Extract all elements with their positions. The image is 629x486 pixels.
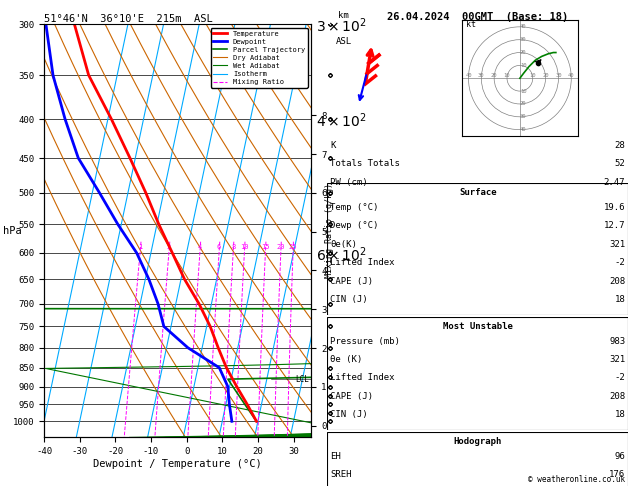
Text: 321: 321 [609,240,625,249]
Text: 983: 983 [609,336,625,346]
Text: © weatheronline.co.uk: © weatheronline.co.uk [528,474,625,484]
Text: 2: 2 [167,244,171,250]
Text: Mixing Ratio (g/kg): Mixing Ratio (g/kg) [325,183,334,278]
Text: 28: 28 [615,141,625,150]
Text: Surface: Surface [459,188,496,197]
Text: CIN (J): CIN (J) [330,410,368,419]
Text: hPa: hPa [3,226,21,236]
Text: CAPE (J): CAPE (J) [330,277,373,286]
Text: LCL: LCL [296,375,309,383]
Text: CIN (J): CIN (J) [330,295,368,304]
Text: 10: 10 [520,88,526,94]
Text: Hodograph: Hodograph [454,437,502,446]
Text: 18: 18 [615,410,625,419]
Text: θe (K): θe (K) [330,355,362,364]
Text: km: km [338,11,349,20]
Text: 19.6: 19.6 [604,203,625,212]
Text: PW (cm): PW (cm) [330,178,368,187]
Text: 10: 10 [504,73,510,78]
Text: 15: 15 [261,244,270,250]
Text: SREH: SREH [330,470,352,479]
Text: 20: 20 [542,73,549,78]
Text: 30: 30 [520,114,526,119]
Text: 20: 20 [491,73,498,78]
Text: 321: 321 [609,355,625,364]
Text: kt: kt [466,20,476,29]
Text: 208: 208 [609,277,625,286]
Text: 52: 52 [615,159,625,169]
Text: 20: 20 [520,50,526,55]
Text: 1: 1 [138,244,142,250]
Text: CAPE (J): CAPE (J) [330,392,373,401]
Text: Temp (°C): Temp (°C) [330,203,379,212]
Text: 208: 208 [609,392,625,401]
Text: Pressure (mb): Pressure (mb) [330,336,400,346]
Text: 40: 40 [520,127,526,132]
Text: 40: 40 [568,73,574,78]
Text: Lifted Index: Lifted Index [330,373,395,382]
Text: 30: 30 [520,37,526,42]
Text: K: K [330,141,336,150]
Text: 40: 40 [520,24,526,29]
Text: 25: 25 [289,244,298,250]
Text: θe(K): θe(K) [330,240,357,249]
X-axis label: Dewpoint / Temperature (°C): Dewpoint / Temperature (°C) [93,459,262,469]
Text: 30: 30 [555,73,562,78]
Text: 26.04.2024  00GMT  (Base: 18): 26.04.2024 00GMT (Base: 18) [387,12,569,22]
Text: 20: 20 [520,102,526,106]
Legend: Temperature, Dewpoint, Parcel Trajectory, Dry Adiabat, Wet Adiabat, Isotherm, Mi: Temperature, Dewpoint, Parcel Trajectory… [211,28,308,88]
Text: 30: 30 [478,73,484,78]
Text: 40: 40 [465,73,472,78]
Text: EH: EH [330,451,341,461]
Text: 176: 176 [609,470,625,479]
Text: ASL: ASL [335,37,352,46]
Text: 18: 18 [615,295,625,304]
Text: 12.7: 12.7 [604,221,625,230]
Text: Most Unstable: Most Unstable [443,322,513,331]
Text: -2: -2 [615,373,625,382]
Text: 4: 4 [198,244,202,250]
Text: 96: 96 [615,451,625,461]
Text: Lifted Index: Lifted Index [330,258,395,267]
Text: -2: -2 [615,258,625,267]
Text: 8: 8 [231,244,235,250]
Text: Dewp (°C): Dewp (°C) [330,221,379,230]
Text: 10: 10 [530,73,536,78]
Text: 6: 6 [217,244,221,250]
Text: 51°46'N  36°10'E  215m  ASL: 51°46'N 36°10'E 215m ASL [44,14,213,23]
Text: 10: 10 [240,244,248,250]
Text: 20: 20 [277,244,285,250]
Text: 10: 10 [520,63,526,68]
Text: 2.47: 2.47 [604,178,625,187]
Text: Totals Totals: Totals Totals [330,159,400,169]
